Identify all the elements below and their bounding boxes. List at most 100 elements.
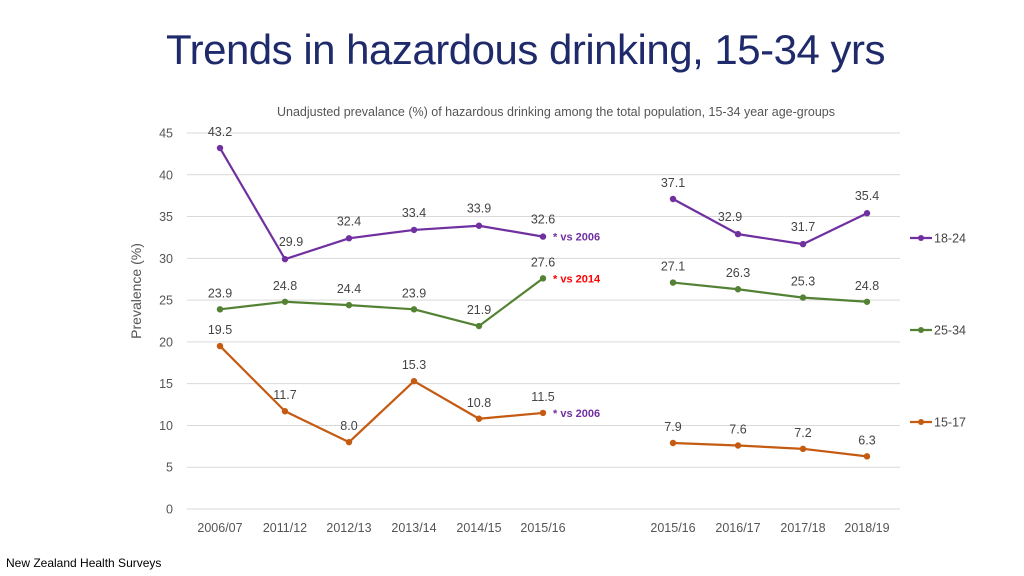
y-tick-label: 10	[159, 419, 173, 433]
legend-label: 25-34	[934, 324, 966, 338]
data-point	[799, 240, 807, 248]
series-line	[219, 277, 544, 328]
x-axis-ticks: 2006/07 2011/12 2012/13 2013/14 2014/15 2015/…	[197, 521, 889, 535]
series-line	[672, 441, 868, 458]
data-label: 32.4	[337, 214, 361, 228]
data-label: 24.4	[337, 282, 361, 296]
data-label: 10.8	[467, 396, 491, 410]
data-point	[669, 195, 677, 203]
legend: 18-24 25-34 15-17	[910, 232, 966, 430]
data-label: 11.5	[531, 390, 554, 404]
data-point	[345, 235, 353, 242]
data-label: 8.0	[340, 419, 357, 433]
y-axis-label: Prevalence (%)	[128, 243, 144, 339]
annotation: * vs 2006	[553, 232, 600, 244]
data-point	[345, 301, 353, 309]
data-label: 27.6	[531, 255, 555, 269]
data-label: 7.9	[664, 420, 681, 434]
x-tick-label: 2015/16	[520, 521, 565, 535]
y-axis-ticks: 0 5 10 15 20 25 30 35 40 45	[159, 127, 173, 517]
source-note: New Zealand Health Surveys	[6, 556, 162, 570]
data-labels: 43.2 29.9 32.4 33.4 33.9 32.6 37.1 32.9 31.7 35.4…	[208, 125, 879, 447]
series-15-17	[216, 342, 871, 460]
data-point	[669, 439, 677, 447]
annotation: * vs 2006	[553, 408, 600, 420]
y-tick-label: 35	[159, 210, 173, 224]
data-label: 43.2	[208, 125, 232, 139]
gridlines	[187, 132, 900, 510]
data-point	[863, 210, 871, 217]
data-label: 27.1	[661, 260, 685, 274]
data-label: 37.1	[661, 176, 685, 190]
legend-label: 18-24	[934, 232, 966, 246]
data-label: 29.9	[279, 235, 303, 249]
data-point	[799, 445, 807, 453]
data-point	[539, 275, 547, 282]
data-point	[216, 144, 224, 152]
data-point	[410, 306, 418, 313]
data-label: 33.9	[467, 202, 491, 216]
series-line	[219, 345, 544, 444]
data-point	[734, 286, 742, 293]
series-25-34	[216, 275, 871, 330]
y-tick-label: 25	[159, 294, 173, 308]
data-label: 31.7	[791, 220, 815, 234]
legend-item-18-24: 18-24	[910, 232, 966, 246]
data-point	[863, 298, 871, 305]
data-point	[475, 322, 483, 330]
data-label: 7.6	[729, 422, 746, 436]
x-tick-label: 2006/07	[197, 521, 242, 535]
y-tick-label: 5	[166, 461, 173, 475]
series-line	[672, 281, 868, 303]
legend-marker	[918, 327, 924, 333]
data-label: 15.3	[402, 358, 426, 372]
data-label: 6.3	[858, 433, 875, 447]
data-label: 24.8	[855, 279, 879, 293]
series-line	[672, 198, 868, 246]
data-label: 32.6	[531, 213, 555, 227]
data-label: 25.3	[791, 275, 815, 289]
data-label: 23.9	[208, 286, 232, 300]
legend-label: 15-17	[934, 416, 966, 430]
data-label: 32.9	[718, 210, 742, 224]
series-lines	[216, 144, 871, 460]
data-label: 21.9	[467, 303, 491, 317]
x-tick-label: 2013/14	[391, 521, 436, 535]
data-label: 33.4	[402, 206, 426, 220]
data-point	[475, 415, 483, 422]
y-tick-label: 40	[159, 168, 173, 182]
data-point	[345, 438, 353, 446]
chart-title: Unadjusted prevalance (%) of hazardous d…	[277, 105, 835, 119]
annotations: * vs 2006 * vs 2014 * vs 2006	[553, 232, 601, 420]
data-point	[734, 442, 742, 449]
data-point	[281, 298, 289, 305]
data-label: 7.2	[794, 426, 811, 440]
x-tick-label: 2015/16	[650, 521, 695, 535]
data-label: 23.9	[402, 286, 426, 300]
y-tick-label: 30	[159, 252, 173, 266]
legend-item-25-34: 25-34	[910, 324, 966, 338]
data-label: 35.4	[855, 189, 879, 203]
page-title: Trends in hazardous drinking, 15-34 yrs	[166, 26, 886, 73]
data-label: 19.5	[208, 323, 232, 337]
legend-marker	[918, 235, 924, 241]
data-label: 24.8	[273, 279, 297, 293]
data-point	[216, 306, 224, 313]
series-line	[219, 147, 544, 261]
data-point	[410, 226, 418, 234]
x-tick-label: 2011/12	[263, 521, 307, 535]
data-point	[863, 453, 871, 460]
x-tick-label: 2018/19	[844, 521, 889, 535]
data-point	[734, 230, 742, 238]
data-point	[539, 233, 547, 240]
series-18-24	[216, 144, 871, 263]
x-tick-label: 2012/13	[326, 521, 371, 535]
annotation: * vs 2014	[553, 273, 601, 285]
x-tick-label: 2016/17	[715, 521, 760, 535]
x-tick-label: 2014/15	[456, 521, 501, 535]
legend-item-15-17: 15-17	[910, 416, 966, 430]
data-label: 11.7	[273, 388, 296, 402]
data-point	[539, 409, 547, 417]
data-point	[410, 377, 418, 385]
data-point	[799, 294, 807, 301]
